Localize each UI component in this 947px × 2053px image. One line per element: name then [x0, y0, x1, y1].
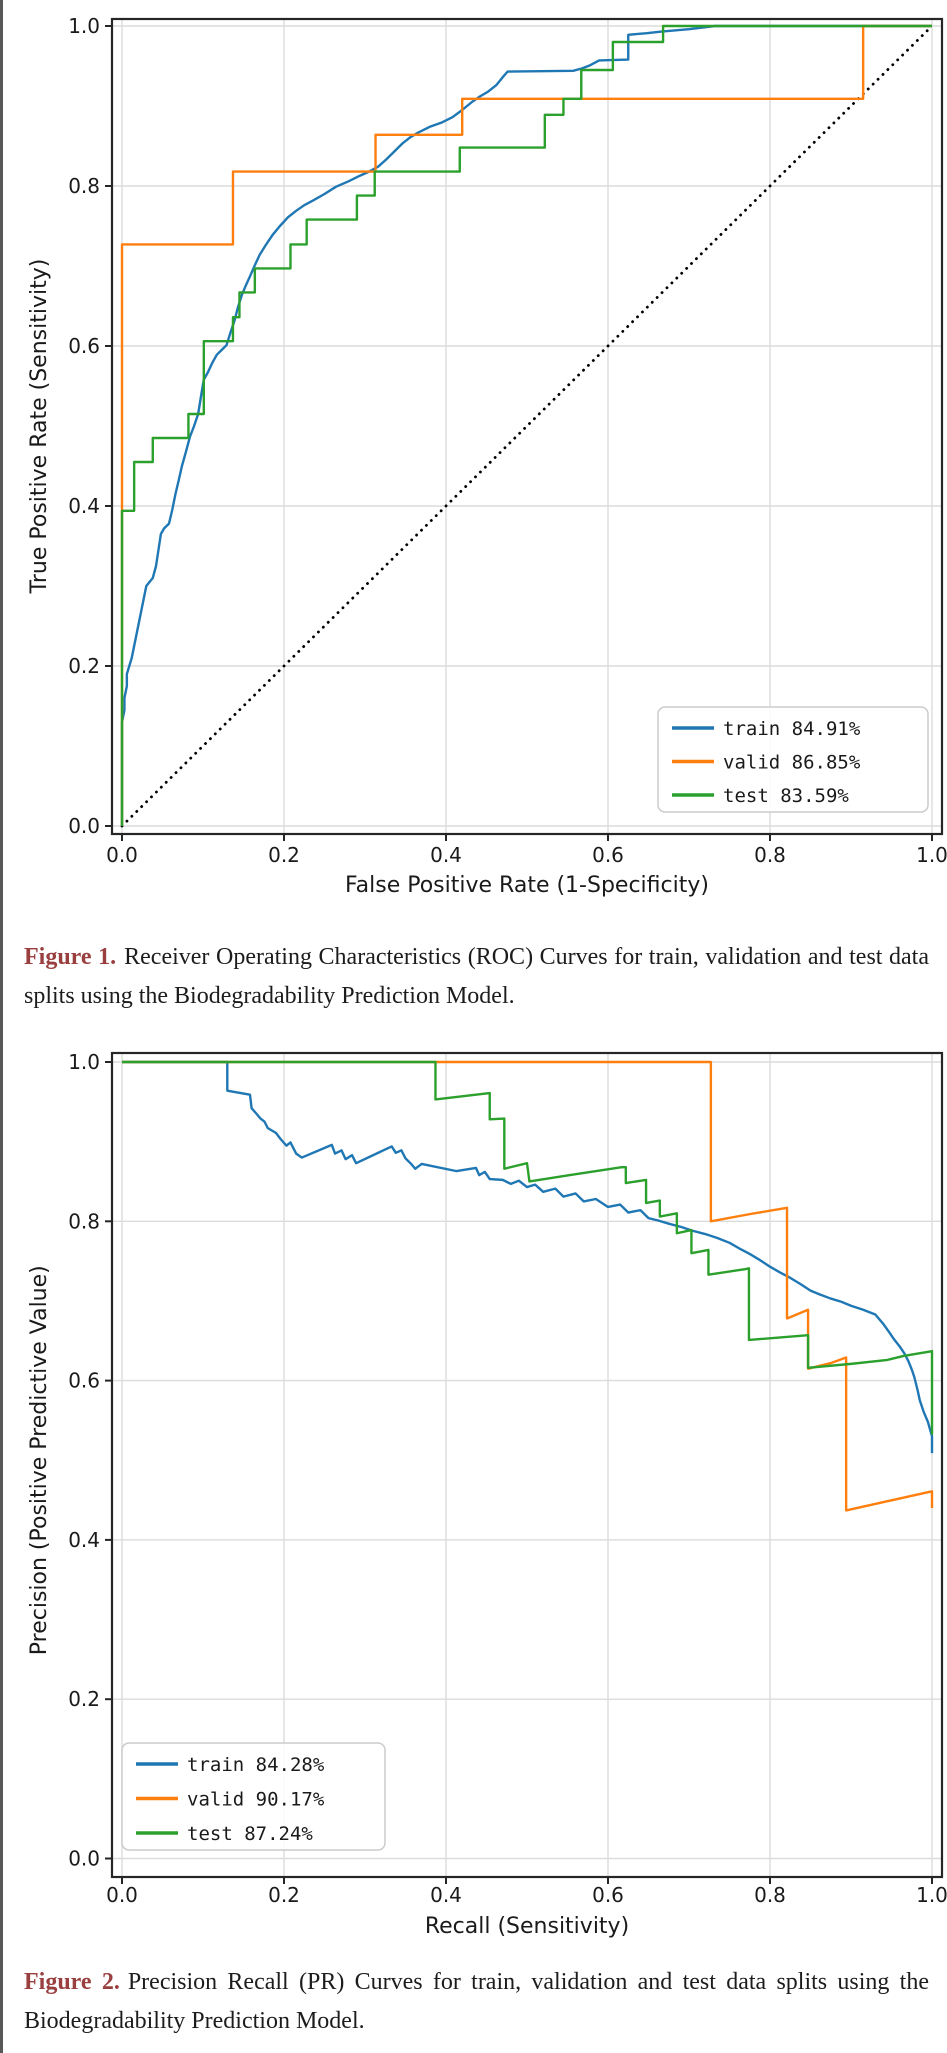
x-tick-label: 0.6 — [592, 843, 624, 867]
curve-train — [120, 24, 932, 826]
x-tick-label: 0.4 — [430, 843, 462, 867]
figure-1-caption-body: Receiver Operating Characteristics (ROC)… — [24, 944, 930, 1009]
pr-chart: 0.0 0.2 0.4 0.6 0.8 1.0 0.0 0.2 0.4 0.6 0.8 1.0 Reca… — [27, 1050, 947, 1939]
curve-test — [120, 24, 932, 826]
y-tick-label: 0.6 — [68, 334, 100, 358]
y-tick-label: 0.8 — [68, 174, 100, 198]
x-tick-label: 1.0 — [916, 1883, 947, 1907]
legend-box — [657, 706, 929, 813]
y-tick-label: 1.0 — [68, 14, 100, 38]
legend-box — [121, 1742, 386, 1851]
x-tick-label: 0.2 — [268, 1883, 300, 1907]
y-tick-label: 0.0 — [68, 814, 100, 838]
y-tick-label: 0.4 — [68, 494, 100, 518]
x-tick-label: 0.6 — [592, 1883, 624, 1907]
legend-label-1: valid 86.85% — [723, 752, 861, 774]
x-tick-label: 1.0 — [916, 843, 947, 867]
figure-1-caption: Figure 1. Receiver Operating Characterist… — [24, 938, 929, 1016]
scan-edge-artifact — [0, 0, 3, 2053]
x-tick-label: 0.0 — [106, 843, 138, 867]
y-axis-label: True Positive Rate (Sensitivity) — [27, 259, 52, 595]
legend-label-0: train 84.28% — [187, 1754, 325, 1776]
legend-label-2: test 87.24% — [187, 1823, 313, 1845]
x-tick-label: 0.8 — [754, 1883, 786, 1907]
y-tick-label: 0.2 — [68, 654, 100, 678]
y-axis-label: Precision (Positive Predictive Value) — [27, 1265, 52, 1655]
x-tick-label: 0.4 — [430, 1883, 462, 1907]
curve-chance-diagonal — [120, 24, 934, 828]
x-axis-label: False Positive Rate (1-Specificity) — [345, 873, 709, 898]
y-tick-label: 0.0 — [68, 1847, 100, 1871]
y-tick-label: 0.8 — [68, 1209, 100, 1233]
y-tick-label: 0.2 — [68, 1687, 100, 1711]
legend-label-2: test 83.59% — [723, 785, 849, 807]
x-tick-label: 0.0 — [106, 1883, 138, 1907]
figure-2-caption: Figure 2. Precision Recall (PR) Curves fo… — [24, 1963, 929, 2041]
y-tick-label: 0.6 — [68, 1369, 100, 1393]
curve-train — [122, 1060, 934, 1454]
x-tick-label: 0.8 — [754, 843, 786, 867]
figure-1-caption-label: Figure 1. — [24, 944, 117, 970]
figure-2-caption-body: Precision Recall (PR) Curves for train, … — [24, 1969, 930, 2034]
x-axis-label: Recall (Sensitivity) — [425, 1914, 629, 1939]
curve-valid — [120, 24, 932, 826]
axes-spines — [110, 17, 944, 836]
figure-2-caption-label: Figure 2. — [24, 1969, 120, 1995]
x-tick-label: 0.2 — [268, 843, 300, 867]
curve-test — [122, 1060, 934, 1435]
axes-spines — [110, 1051, 944, 1879]
y-tick-label: 0.4 — [68, 1528, 100, 1552]
curve-valid — [122, 1060, 934, 1512]
y-tick-label: 1.0 — [68, 1050, 100, 1074]
legend-label-0: train 84.91% — [723, 718, 861, 740]
legend-label-1: valid 90.17% — [187, 1789, 325, 1811]
roc-chart: 0.0 0.2 0.4 0.6 0.8 1.0 0.0 0.2 0.4 0.6 0.8 1.0 Fals… — [27, 14, 947, 898]
